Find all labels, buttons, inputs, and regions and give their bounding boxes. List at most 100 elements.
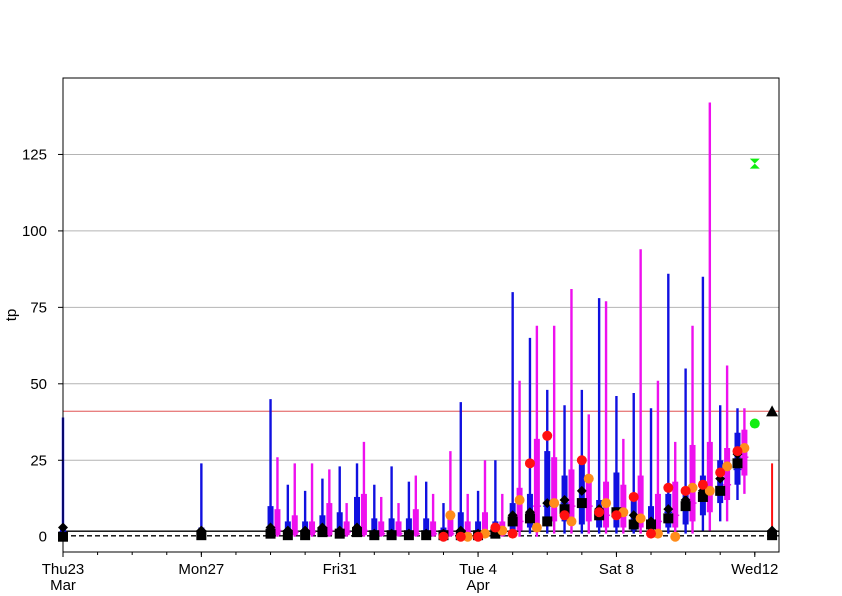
magenta-box-body (724, 448, 731, 501)
magenta-box-body (568, 469, 575, 525)
grid-lines (63, 153, 779, 461)
red-point (594, 507, 605, 518)
magenta-box-body (464, 521, 471, 536)
blue-box-body (388, 518, 395, 536)
blue-box-body (267, 506, 274, 536)
black-square-marker (715, 485, 726, 496)
marker-series (58, 158, 779, 542)
blue-box-body (423, 518, 430, 536)
x-tick-sublabel: Apr (466, 577, 489, 594)
magenta-box-body (533, 438, 540, 525)
black-square-marker (352, 527, 363, 538)
magenta-box-body (551, 457, 558, 522)
y-tick-label: 75 (30, 299, 47, 316)
blue-box-body (405, 518, 412, 536)
y-tick-label: 25 (30, 452, 47, 469)
magenta-box-body (309, 521, 316, 536)
blue-box-body (354, 496, 361, 536)
magenta-box-body (291, 515, 298, 536)
orange-point (445, 510, 456, 521)
red-point (438, 531, 449, 542)
orange-point (652, 528, 663, 539)
red-point (663, 482, 674, 493)
magenta-box-body (360, 493, 367, 536)
black-diamond-marker (663, 504, 674, 515)
black-square-marker (646, 519, 657, 530)
magenta-box-body (654, 493, 661, 531)
green-point (749, 418, 760, 429)
black-square-marker (282, 530, 293, 541)
magenta-box-body (326, 503, 333, 536)
black-square-marker (559, 504, 570, 515)
orange-point (549, 498, 560, 509)
magenta-box-body (395, 521, 402, 536)
x-tick-label: Sat 8 (599, 561, 634, 578)
black-square-marker (317, 527, 328, 538)
black-square-marker (490, 528, 501, 539)
orange-point (635, 513, 646, 524)
black-square-marker (369, 530, 380, 541)
box-series (59, 102, 774, 537)
black-square-marker (576, 498, 587, 509)
black-square-marker (386, 530, 397, 541)
orange-point (722, 461, 733, 472)
black-square-marker (767, 530, 778, 541)
black-triangle-marker (766, 405, 779, 417)
black-square-marker (507, 516, 518, 527)
black-square-marker (421, 530, 432, 541)
x-tick-label: Tue 4 (459, 561, 497, 578)
black-square-marker (663, 513, 674, 524)
red-point (542, 430, 553, 441)
red-point (576, 455, 587, 466)
black-square-marker (334, 528, 345, 539)
orange-point (704, 485, 715, 496)
orange-point (583, 473, 594, 484)
red-point (697, 479, 708, 490)
magenta-box-body (706, 441, 713, 513)
black-square-marker (732, 458, 743, 469)
blue-box-body (613, 472, 620, 528)
black-square-marker (680, 501, 691, 512)
red-point (524, 458, 535, 469)
red-point (455, 531, 466, 542)
black-square-marker (524, 513, 535, 524)
black-square-marker (697, 491, 708, 502)
magenta-box-body (585, 478, 592, 522)
y-tick-label: 50 (30, 376, 47, 393)
black-square-marker (196, 530, 207, 541)
magenta-box-body (481, 512, 488, 536)
red-point (628, 491, 639, 502)
blue-box-body (475, 521, 482, 536)
magenta-box-body (447, 515, 454, 536)
orange-point (514, 495, 525, 506)
magenta-box-body (430, 521, 437, 536)
y-tick-label: 125 (22, 146, 47, 163)
blue-box-body (544, 451, 551, 525)
x-tick-label: Fri31 (323, 561, 357, 578)
black-diamond-marker (559, 495, 570, 506)
blue-box-body (371, 518, 378, 536)
black-square-marker (542, 516, 553, 527)
x-tick-label: Wed12 (731, 561, 778, 578)
red-point (646, 528, 657, 539)
black-diamond-marker (576, 485, 587, 496)
red-point (559, 510, 570, 521)
blue-box-body (336, 512, 343, 536)
y-tick-label: 100 (22, 223, 47, 240)
x-tick-label: Mon27 (178, 561, 224, 578)
magenta-box-body (412, 509, 419, 536)
red-point (611, 510, 622, 521)
x-tick-sublabel: Mar (50, 577, 76, 594)
black-square-marker (300, 530, 311, 541)
magenta-box-body (274, 509, 281, 536)
x-tick-label: Thu23 (42, 561, 85, 578)
magenta-box-body (672, 481, 679, 528)
orange-point (566, 516, 577, 527)
magenta-box-body (637, 475, 644, 528)
red-point (715, 467, 726, 478)
y-axis-title: tp (3, 309, 20, 322)
orange-point (670, 531, 681, 542)
magenta-box-body (378, 521, 385, 536)
red-point (473, 531, 484, 542)
red-point (680, 485, 691, 496)
